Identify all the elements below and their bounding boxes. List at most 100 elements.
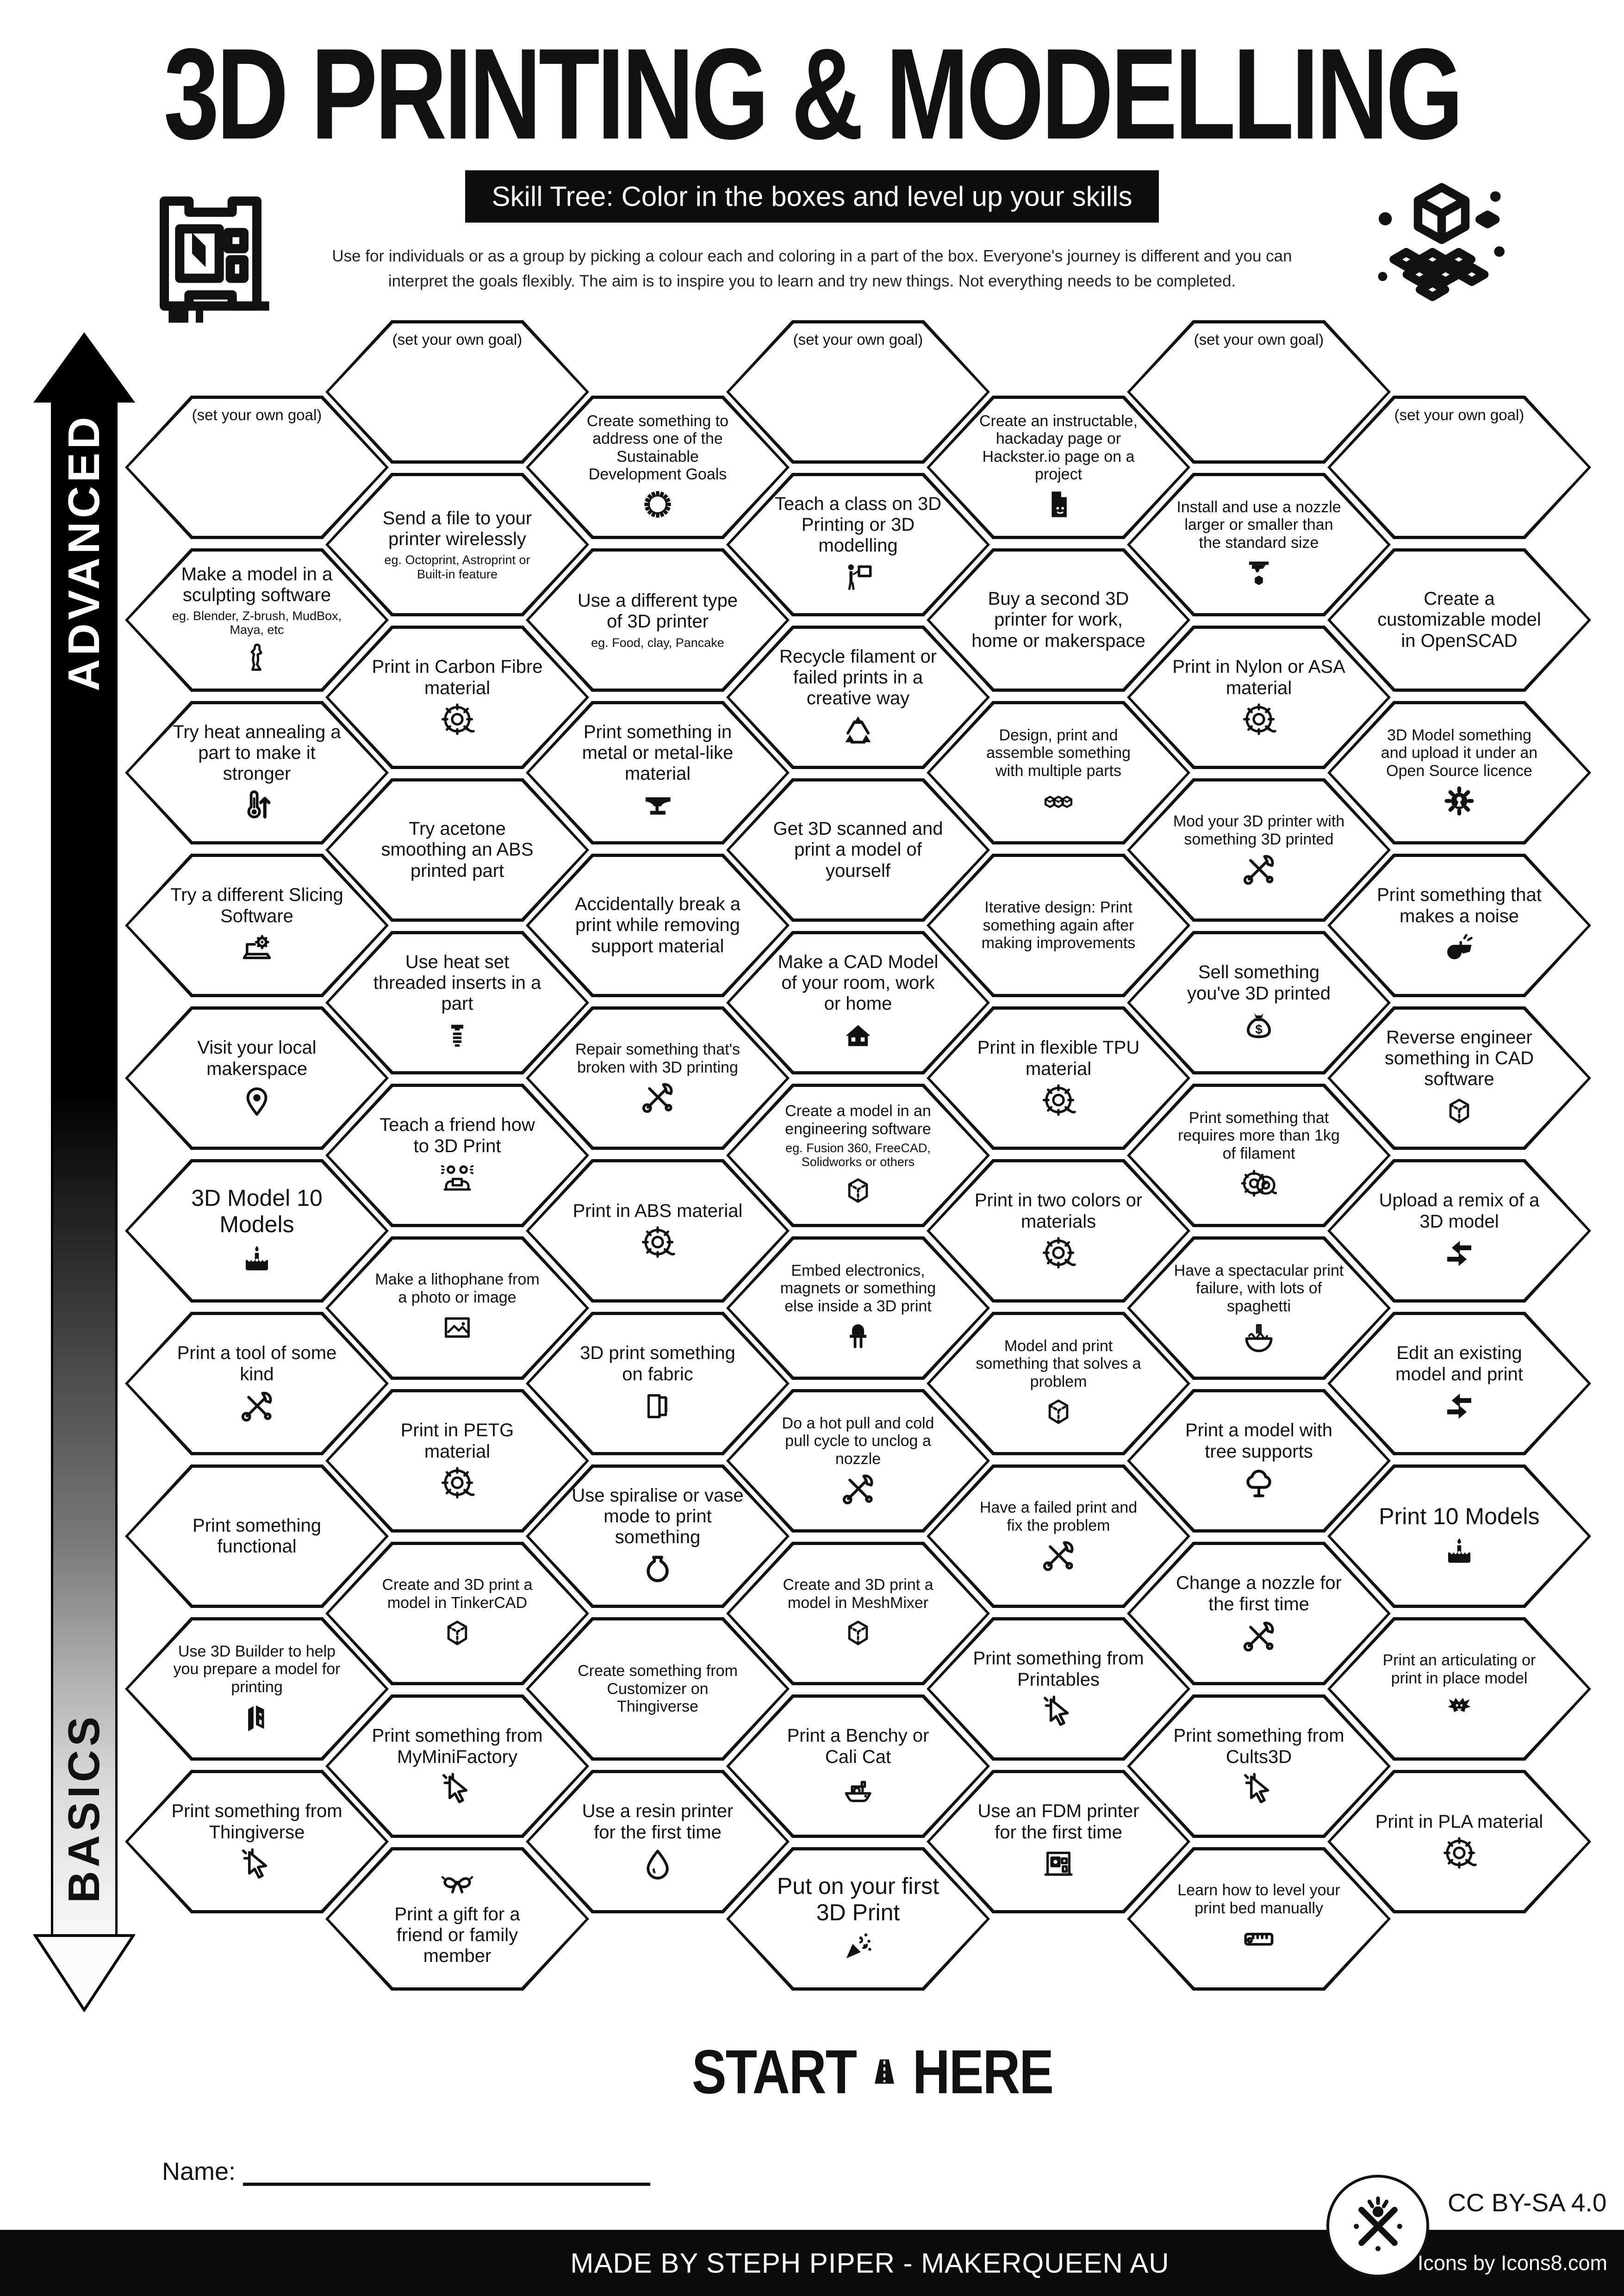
hex-body: Model and print something that solves a … xyxy=(930,1315,1187,1452)
skill-hex: Print in Nylon or ASA material xyxy=(1127,626,1391,769)
arrow-down-icon xyxy=(33,1934,135,2012)
ruler-icon xyxy=(1241,1920,1277,1956)
tools-icon xyxy=(1040,1538,1076,1574)
hex-label: Print 10 Models xyxy=(1379,1503,1540,1530)
hex-label: Reverse engineer something in CAD softwa… xyxy=(1384,1027,1534,1090)
poster-description: Use for individuals or as a group by pic… xyxy=(303,244,1321,294)
spool-icon xyxy=(439,702,475,738)
skill-hex: Try heat annealing a part to make it str… xyxy=(125,701,389,844)
hex-body: Design, print and assemble something wit… xyxy=(930,704,1187,841)
skill-hex: Print something that requires more than … xyxy=(1127,1084,1391,1227)
hex-label: Make a model in a sculpting software xyxy=(181,564,333,605)
skill-hex: Print in PETG material xyxy=(325,1389,589,1533)
hex-label: Print an articulating or print in place … xyxy=(1382,1651,1536,1687)
hex-label: Print something functional xyxy=(193,1515,321,1557)
hex-label: Create and 3D print a model in MeshMixer xyxy=(783,1576,933,1612)
remix-icon xyxy=(1441,1388,1477,1424)
cube-icon xyxy=(439,1615,475,1651)
cursor-icon xyxy=(1040,1694,1076,1730)
skill-hex: Print a Benchy or Cali Cat xyxy=(726,1694,990,1838)
hex-body: Iterative design: Print something again … xyxy=(930,857,1187,994)
picture-icon xyxy=(439,1309,475,1346)
hex-label: Put on your first 3D Print xyxy=(777,1873,940,1925)
skill-hex: Put on your first 3D Print xyxy=(726,1847,990,1991)
axis-gradient-shaft xyxy=(51,402,118,1934)
hex-label: Print in Nylon or ASA material xyxy=(1172,657,1345,698)
skill-hex: Print in two colors or materials xyxy=(927,1159,1190,1303)
hex-label: Print in Carbon Fibre material xyxy=(372,657,543,698)
skill-hex: Edit an existing model and print xyxy=(1327,1312,1591,1455)
nozzle-icon xyxy=(1241,555,1277,591)
hex-label: Make a lithophane from a photo or image xyxy=(375,1271,540,1306)
hex-label: Print a gift for a friend or family memb… xyxy=(394,1904,520,1967)
name-label: Name: xyxy=(162,2158,236,2185)
spools-icon xyxy=(1241,1166,1278,1202)
teacher-icon xyxy=(840,559,876,596)
goal-hex: (set your own goal) xyxy=(325,320,589,464)
hex-body: Try heat annealing a part to make it str… xyxy=(128,704,386,841)
skill-hex: Use a resin printer for the first time xyxy=(526,1770,790,1913)
hex-label: Do a hot pull and cold pull cycle to unc… xyxy=(782,1414,934,1468)
skill-hex: Try a different Slicing Software xyxy=(125,854,389,997)
hex-label: Upload a remix of a 3D model xyxy=(1379,1190,1540,1232)
skill-hex: Print something from Cults3D xyxy=(1127,1694,1391,1838)
hex-label: (set your own goal) xyxy=(793,331,923,348)
builder-icon xyxy=(239,1699,275,1735)
skill-hex: Print something from Printables xyxy=(927,1617,1190,1761)
skill-hex: Print in Carbon Fibre material xyxy=(325,626,589,769)
makerqueen-badge-icon xyxy=(1326,2175,1429,2277)
skill-hex: Create a customizable model in OpenSCAD xyxy=(1327,548,1591,692)
hex-label: Try a different Slicing Software xyxy=(170,885,343,926)
skill-hex: Embed electronics, magnets or something … xyxy=(726,1236,990,1380)
skill-hex: Buy a second 3D printer for work, home o… xyxy=(927,548,1190,692)
cubes-icon xyxy=(1040,783,1076,819)
goal-hex: (set your own goal) xyxy=(1327,396,1591,539)
laptop-gear-icon xyxy=(239,930,275,966)
hex-label: Accidentally break a print while removin… xyxy=(575,894,740,956)
hex-label: (set your own goal) xyxy=(392,331,523,348)
hex-label: Learn how to level your print bed manual… xyxy=(1177,1881,1340,1917)
hex-label: Edit an existing model and print xyxy=(1395,1343,1523,1384)
cursor-icon xyxy=(439,1771,475,1807)
skill-hex: Print something in metal or metal-like m… xyxy=(526,701,790,844)
start-here: START HERE xyxy=(692,2032,1054,2111)
hex-label: Try heat annealing a part to make it str… xyxy=(173,721,341,784)
hex-label: Mod your 3D printer with something 3D pr… xyxy=(1173,813,1345,848)
cake-icon xyxy=(239,1241,275,1277)
hex-label: Send a file to your printer wirelessly xyxy=(382,508,532,550)
skill-hex: Use a different type of 3D printer eg. Fo… xyxy=(526,548,790,692)
skill-hex: Create and 3D print a model in TinkerCAD xyxy=(325,1542,589,1685)
hex-label: Get 3D scanned and print a model of your… xyxy=(773,819,943,881)
hex-label: Print something from MyMiniFactory xyxy=(372,1725,543,1767)
hex-label: Print in PETG material xyxy=(400,1420,514,1462)
skill-hex: Visit your local makerspace xyxy=(125,1006,389,1150)
hex-label: Recycle filament or failed prints in a c… xyxy=(779,646,937,709)
skill-hex: Create an instructable, hackaday page or… xyxy=(927,396,1190,539)
hex-label: Print a Benchy or Cali Cat xyxy=(787,1725,929,1767)
skill-hex: Learn how to level your print bed manual… xyxy=(1127,1847,1391,1991)
goal-hex: (set your own goal) xyxy=(726,320,990,464)
skill-tree-banner: Skill Tree: Color in the boxes and level… xyxy=(465,170,1159,223)
skill-hex: Have a spectacular print failure, with l… xyxy=(1127,1236,1391,1380)
hex-body: Print a model with tree supports xyxy=(1130,1392,1388,1529)
droplet-icon xyxy=(640,1846,676,1882)
hex-label: Iterative design: Print something again … xyxy=(981,899,1136,952)
spool-icon xyxy=(1040,1083,1076,1119)
hex-label: Print in ABS material xyxy=(572,1200,743,1221)
hex-body: Mod your 3D printer with something 3D pr… xyxy=(1130,782,1388,918)
skill-hex: Print in PLA material xyxy=(1327,1770,1591,1913)
bow-icon xyxy=(439,1865,475,1901)
printer-3d-logo-icon xyxy=(137,170,285,337)
tools-icon xyxy=(1241,851,1277,887)
skill-hex: Upload a remix of a 3D model xyxy=(1327,1159,1591,1303)
tools-icon xyxy=(1241,1618,1277,1654)
document-icon xyxy=(1040,486,1076,522)
poster-title: 3D PRINTING & MODELLING xyxy=(163,21,1463,166)
moneybag-icon: $ xyxy=(1241,1007,1277,1043)
friends-icon xyxy=(439,1160,475,1196)
cube-icon xyxy=(840,1615,876,1651)
hex-body: Use an FDM printer for the first time xyxy=(930,1773,1187,1910)
hex-label: Have a failed print and fix the problem xyxy=(979,1499,1138,1534)
skill-hex: Print a model with tree supports xyxy=(1127,1389,1391,1533)
spaghetti-icon xyxy=(1241,1318,1277,1354)
